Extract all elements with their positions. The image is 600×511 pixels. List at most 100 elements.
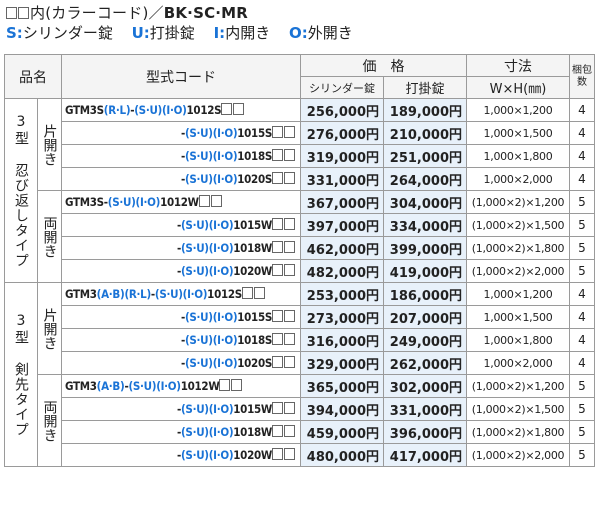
header-price-uchikake: 打掛錠 [383,76,467,99]
dimensions: (1,000×2)×1,800 [466,420,570,444]
color-swatch-icon [284,149,295,161]
price-uchikake: 417,000円 [383,443,467,467]
color-swatch-icon [272,241,283,253]
price-cylinder: 365,000円 [300,374,384,398]
color-code-line: 内(カラーコード)／BK·SC·MR [6,4,353,22]
pack-count: 4 [569,98,595,122]
price-uchikake: 304,000円 [383,190,467,214]
color-swatch-icon [272,425,283,437]
price-uchikake: 189,000円 [383,98,467,122]
header-name: 品名 [4,54,62,99]
legend-key: U: [131,24,150,42]
dimensions: (1,000×2)×2,000 [466,443,570,467]
model-code: -(S·U)(I·O)1015W [61,397,301,421]
price-cylinder: 331,000円 [300,167,384,191]
pack-count: 5 [569,259,595,283]
table-row: 3型 忍び返しタイプ 片開き GTM3S(R·L)-(S·U)(I·O)1012S 2… [4,98,595,283]
color-swatch-icon [233,103,245,115]
color-swatch-icon [272,172,283,184]
model-code: -(S·U)(I·O)1020W [61,259,301,283]
dimensions: 1,000×1,800 [466,328,570,352]
legend-key: I: [213,24,226,42]
model-code: -(S·U)(I·O)1018W [61,236,301,260]
opening-type: 両開き [37,190,62,283]
color-swatch-icon [272,218,283,230]
color-swatch-icon [6,7,17,19]
header-pack: 梱包数 [569,54,595,99]
model-code: -(S·U)(I·O)1015S [61,305,301,329]
header-price: 価 格 [300,54,467,77]
color-swatch-icon [284,425,295,437]
model-code: -(S·U)(I·O)1018S [61,328,301,352]
legend-key: S: [6,24,23,42]
color-swatch-icon [272,126,283,138]
model-code: -(S·U)(I·O)1020W [61,443,301,467]
model-code: GTM3(A·B)-(S·U)(I·O)1012W [61,374,301,398]
price-cylinder: 480,000円 [300,443,384,467]
header-price-cylinder: シリンダー錠 [300,76,384,99]
header-code: 型式コード [61,54,301,99]
table-row: 両開き GTM3S-(S·U)(I·O)1012W 367,000円 304,000円… [5,190,595,283]
pack-count: 4 [569,121,595,145]
table-row: -(S·U)(I·O)1015W 397,000円 334,000円 (1,000×2… [5,213,595,237]
price-cylinder: 397,000円 [300,213,384,237]
product-type: 3型 剣先タイプ [4,282,38,467]
pack-count: 4 [569,144,595,168]
opening-type: 両開き [37,374,62,467]
dimensions: 1,000×1,200 [466,282,570,306]
opening-type: 片開き [37,282,62,375]
table-row: -(S·U)(I·O)1018W 462,000円 399,000円 (1,000×2… [5,236,595,260]
model-code: -(S·U)(I·O)1020S [61,167,301,191]
model-code: GTM3S(R·L)-(S·U)(I·O)1012S [61,98,301,122]
table-row: -(S·U)(I·O)1020S 331,000円 264,000円 1,000×2,… [5,167,595,191]
opening-type: 片開き [37,98,62,191]
price-uchikake: 419,000円 [383,259,467,283]
product-type: 3型 忍び返しタイプ [4,98,38,283]
dimensions: (1,000×2)×1,200 [466,190,570,214]
model-code: -(S·U)(I·O)1015S [61,121,301,145]
color-swatch-icon [272,310,283,322]
model-code: GTM3S-(S·U)(I·O)1012W [61,190,301,214]
dimensions: 1,000×2,000 [466,167,570,191]
color-swatch-icon [241,287,253,299]
dimensions: 1,000×1,800 [466,144,570,168]
price-cylinder: 482,000円 [300,259,384,283]
price-cylinder: 459,000円 [300,420,384,444]
dimensions: (1,000×2)×1,500 [466,213,570,237]
dimensions: 1,000×1,500 [466,305,570,329]
color-code-label: 内(カラーコード)／ [30,4,164,22]
dimensions: (1,000×2)×1,800 [466,236,570,260]
legend-text: 外開き [307,24,353,42]
color-swatch-icon [272,333,283,345]
price-cylinder: 319,000円 [300,144,384,168]
color-swatch-icon [284,310,295,322]
price-uchikake: 331,000円 [383,397,467,421]
price-uchikake: 249,000円 [383,328,467,352]
price-uchikake: 399,000円 [383,236,467,260]
price-cylinder: 253,000円 [300,282,384,306]
table-row: -(S·U)(I·O)1020W 480,000円 417,000円 (1,000×2… [5,443,595,467]
color-swatch-icon [284,356,295,368]
table-row: -(S·U)(I·O)1018S 316,000円 249,000円 1,000×1,… [5,328,595,352]
header-size-unit: W×H(㎜) [466,76,570,99]
table-row: -(S·U)(I·O)1015S 273,000円 207,000円 1,000×1,… [5,305,595,329]
color-swatch-icon [221,103,233,115]
pack-count: 5 [569,420,595,444]
color-swatch-icon [272,356,283,368]
dimensions: (1,000×2)×2,000 [466,259,570,283]
color-swatch-icon [272,264,283,276]
color-swatch-icon [284,218,295,230]
price-uchikake: 334,000円 [383,213,467,237]
price-cylinder: 256,000円 [300,98,384,122]
color-swatch-icon [210,195,222,207]
dimensions: (1,000×2)×1,500 [466,397,570,421]
price-uchikake: 302,000円 [383,374,467,398]
color-swatch-icon [284,448,295,460]
color-swatch-icon [284,402,295,414]
color-swatch-icon [272,402,283,414]
dimensions: 1,000×1,500 [466,121,570,145]
header-size: 寸法 [466,54,570,77]
table-body: 3型 忍び返しタイプ 片開き GTM3S(R·L)-(S·U)(I·O)1012S 2… [4,98,595,467]
pack-count: 5 [569,374,595,398]
price-cylinder: 316,000円 [300,328,384,352]
